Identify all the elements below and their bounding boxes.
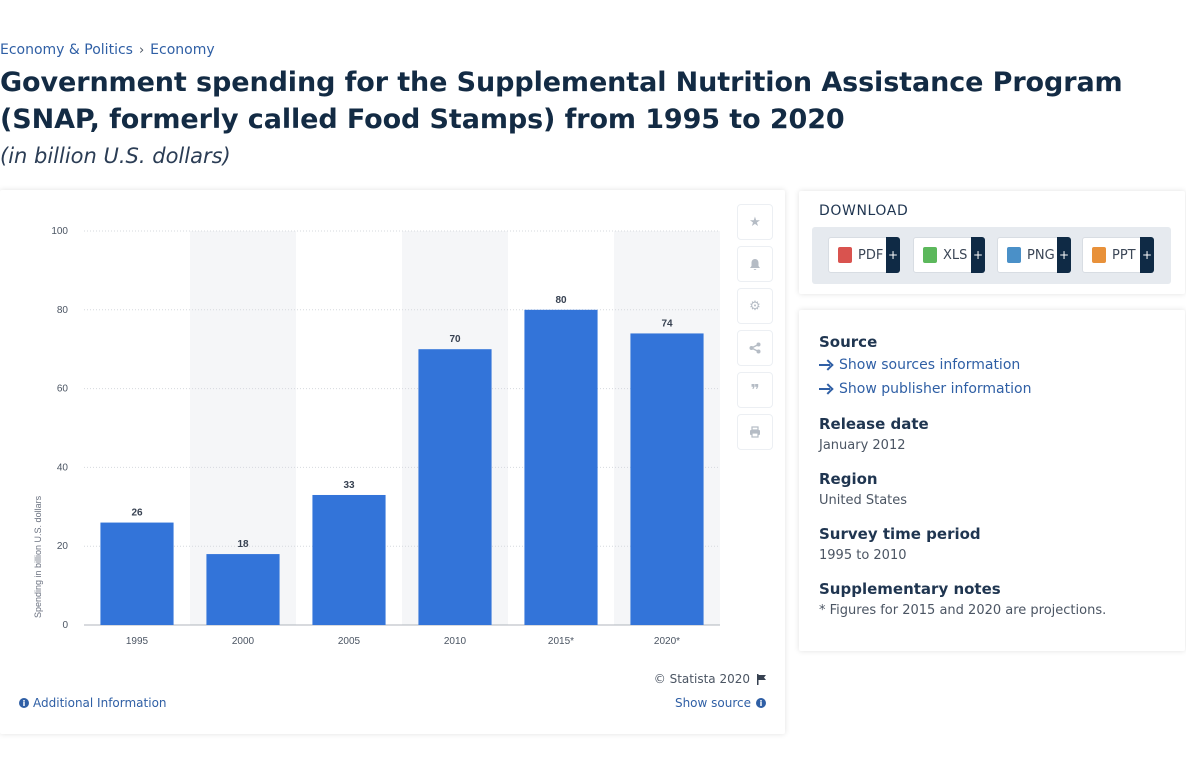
bar[interactable]	[312, 494, 386, 625]
bar[interactable]	[524, 309, 598, 625]
show-sources-label: Show sources information	[839, 357, 1021, 373]
additional-information-label: Additional Information	[33, 696, 167, 710]
print-icon[interactable]	[737, 414, 773, 450]
download-png-label: PNG	[1027, 247, 1055, 263]
pdf-file-icon	[838, 247, 852, 263]
download-ppt-button[interactable]: PPT +	[1082, 237, 1154, 273]
copyright-text: © Statista 2020	[653, 672, 750, 686]
download-pdf-label: PDF	[858, 247, 884, 263]
download-pdf-plus[interactable]: +	[886, 237, 900, 273]
download-xls-plus[interactable]: +	[971, 237, 985, 273]
ppt-file-icon	[1092, 247, 1106, 263]
share-icon[interactable]	[737, 330, 773, 366]
download-card: DOWNLOAD PDF + XLS + PNG + PPT +	[799, 191, 1185, 294]
show-publisher-link[interactable]: Show publisher information	[819, 381, 1031, 397]
arrow-right-icon	[819, 384, 833, 394]
release-date-heading: Release date	[819, 415, 929, 433]
xls-file-icon	[923, 247, 937, 263]
x-tick-label: 2010	[444, 636, 467, 647]
show-sources-link[interactable]: Show sources information	[819, 357, 1020, 373]
bell-icon[interactable]	[737, 246, 773, 282]
y-tick-label: 100	[51, 226, 68, 237]
y-tick-label: 60	[57, 384, 69, 395]
breadcrumb-economy-politics[interactable]: Economy & Politics	[0, 42, 133, 58]
bar[interactable]	[100, 522, 174, 625]
flag-icon[interactable]	[756, 673, 767, 685]
show-source-label: Show source	[674, 696, 751, 710]
y-tick-label: 20	[57, 541, 69, 552]
y-axis-label: Spending in billion U.S. dollars	[33, 495, 43, 618]
bar[interactable]	[206, 554, 280, 625]
data-label: 70	[449, 334, 461, 345]
y-tick-label: 80	[57, 305, 69, 316]
statistic-details-card: Source Show sources information Show pub…	[799, 310, 1185, 651]
download-ppt-plus[interactable]: +	[1140, 237, 1154, 273]
download-pdf-button[interactable]: PDF +	[828, 237, 900, 273]
breadcrumb-separator: ›	[138, 42, 145, 58]
supplementary-notes-heading: Supplementary notes	[819, 580, 1001, 598]
download-buttons: PDF + XLS + PNG + PPT +	[812, 227, 1171, 284]
info-icon: i	[19, 698, 29, 708]
download-png-button[interactable]: PNG +	[997, 237, 1071, 273]
download-ppt-label: PPT	[1112, 247, 1136, 263]
survey-period-heading: Survey time period	[819, 525, 981, 543]
x-tick-label: 2020*	[654, 636, 680, 647]
y-tick-label: 40	[57, 462, 69, 473]
bar-chart: 0 20 40 60 80 100 26 18 33 70 80 74 1995 2000 2005 20…	[33, 226, 720, 647]
star-icon[interactable]: ★	[737, 204, 773, 240]
quote-icon[interactable]: ❞	[737, 372, 773, 408]
show-publisher-label: Show publisher information	[839, 381, 1032, 397]
additional-information-link[interactable]: i Additional Information	[19, 696, 167, 710]
chart-card: 0 20 40 60 80 100 26 18 33 70 80 74 1995 2000 2005 20…	[0, 190, 785, 734]
data-label: 33	[343, 480, 355, 491]
bar[interactable]	[418, 349, 492, 625]
download-xls-button[interactable]: XLS +	[913, 237, 985, 273]
info-icon: i	[756, 698, 766, 708]
page-title: Government spending for the Supplemental…	[0, 67, 1123, 135]
page-subtitle: (in billion U.S. dollars)	[0, 144, 231, 168]
breadcrumb-economy[interactable]: Economy	[150, 42, 215, 58]
survey-period-value: 1995 to 2010	[819, 548, 907, 563]
x-tick-label: 2015*	[548, 636, 574, 647]
png-file-icon	[1007, 247, 1021, 263]
show-source-link[interactable]: Show source i	[675, 696, 766, 710]
data-label: 18	[237, 539, 249, 550]
arrow-right-icon	[819, 360, 833, 370]
x-tick-label: 2000	[232, 636, 255, 647]
supplementary-notes-value: * Figures for 2015 and 2020 are projecti…	[819, 603, 1107, 618]
data-label: 74	[661, 318, 673, 329]
release-date-value: January 2012	[819, 438, 906, 453]
y-tick-label: 0	[62, 620, 68, 631]
bar[interactable]	[630, 333, 704, 625]
download-png-plus[interactable]: +	[1057, 237, 1071, 273]
region-value: United States	[819, 493, 908, 508]
copyright: © Statista 2020	[654, 672, 767, 686]
region-heading: Region	[819, 470, 878, 488]
data-label: 26	[131, 508, 143, 519]
download-title: DOWNLOAD	[819, 203, 909, 219]
x-tick-label: 2005	[338, 636, 361, 647]
source-heading: Source	[819, 333, 878, 351]
download-xls-label: XLS	[943, 247, 968, 263]
chart-toolbar: ★ ⚙ ❞	[737, 204, 773, 450]
gear-icon[interactable]: ⚙	[737, 288, 773, 324]
data-label: 80	[555, 295, 567, 306]
breadcrumb: Economy & Politics › Economy	[0, 42, 215, 58]
x-tick-label: 1995	[126, 636, 149, 647]
